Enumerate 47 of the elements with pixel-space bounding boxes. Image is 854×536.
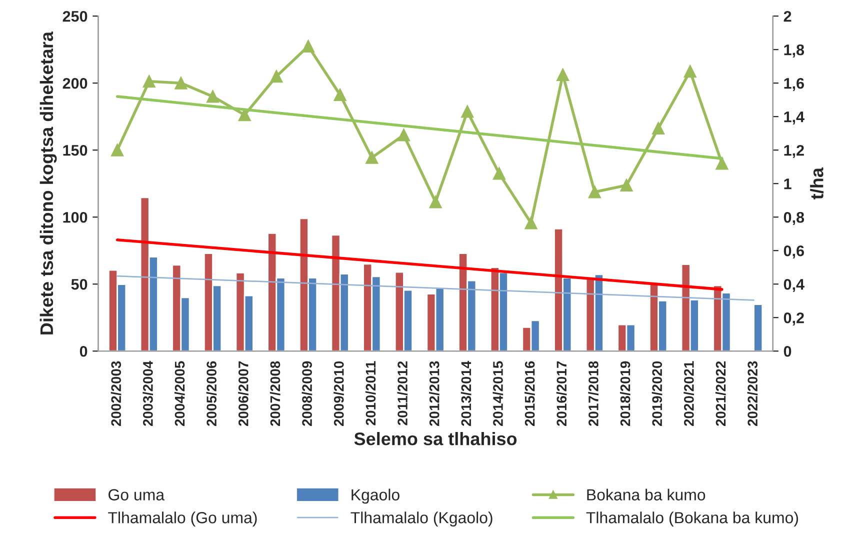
x-tick-label: 2003/2004 (142, 360, 153, 426)
x-tick-label: 2018/2019 (620, 361, 630, 426)
legend-label: Bokana ba kumo (587, 488, 706, 500)
y-tick-label: 50 (71, 278, 88, 290)
x-tick-label: 2014/2015 (492, 361, 504, 426)
x-tick-label: 2005/2006 (206, 361, 217, 426)
legend-label: Tlhamalalo (Bokana ba kumo) (586, 512, 798, 526)
legend-label: Kgaolo (352, 488, 400, 504)
x-axis-title: Selemo sa tlhahiso (354, 432, 517, 446)
x-tick-label: 2017/2018 (588, 361, 599, 426)
x-tick-label: 2021/2022 (715, 361, 726, 426)
x-tick-label: 2015/2016 (524, 361, 535, 426)
legend-label: Go uma (108, 489, 165, 500)
y2-tick-label: 0 (784, 346, 792, 357)
y2-tick-label: 1,2 (784, 144, 804, 158)
y2-tick-label: 0,6 (784, 245, 804, 258)
y2-tick-label: 1,6 (784, 78, 804, 91)
x-tick-label: 2006/2007 (238, 361, 248, 426)
x-tick-label: 2013/2014 (460, 360, 472, 426)
x-tick-label: 2020/2021 (684, 361, 694, 426)
y2-tick-label: 1,8 (784, 44, 804, 58)
y2-tick-label: 0,2 (784, 312, 804, 326)
y2-tick-label: 1,4 (784, 112, 804, 124)
y-tick-label: 100 (63, 212, 88, 223)
y-tick-label: 0 (80, 346, 88, 357)
x-tick-label: 2004/2005 (174, 361, 185, 426)
y2-tick-label: 1 (784, 178, 792, 190)
y-tick-label: 250 (62, 10, 88, 22)
x-tick-label: 2011/2012 (397, 361, 408, 426)
legend-label: Tlhamalalo (Kgaolo) (350, 512, 492, 526)
x-tick-label: 2008/2009 (302, 361, 312, 426)
y-tick-label: 150 (63, 144, 88, 156)
x-tick-label: 2007/2008 (270, 361, 280, 426)
y-tick-label: 200 (62, 78, 88, 89)
y-axis-title: Dikete tsa ditono kogtsa diheketara (40, 31, 57, 334)
y2-tick-label: 2 (784, 10, 792, 22)
x-tick-label: 2019/2020 (652, 361, 662, 426)
legend-label: Tlhamalalo (Go uma) (108, 512, 257, 526)
x-tick-label: 2022/2023 (747, 361, 758, 426)
y2-tick-label: 0,8 (784, 212, 804, 225)
x-tick-label: 2016/2017 (556, 361, 567, 426)
x-tick-label: 2009/2010 (334, 361, 344, 426)
x-tick-label: 2010/2011 (365, 361, 376, 426)
y2-tick-label: 0,4 (784, 278, 804, 292)
x-tick-label: 2012/2013 (429, 361, 440, 426)
x-tick-label: 2002/2003 (110, 361, 122, 426)
y2-axis-title: t/ha (810, 167, 824, 200)
